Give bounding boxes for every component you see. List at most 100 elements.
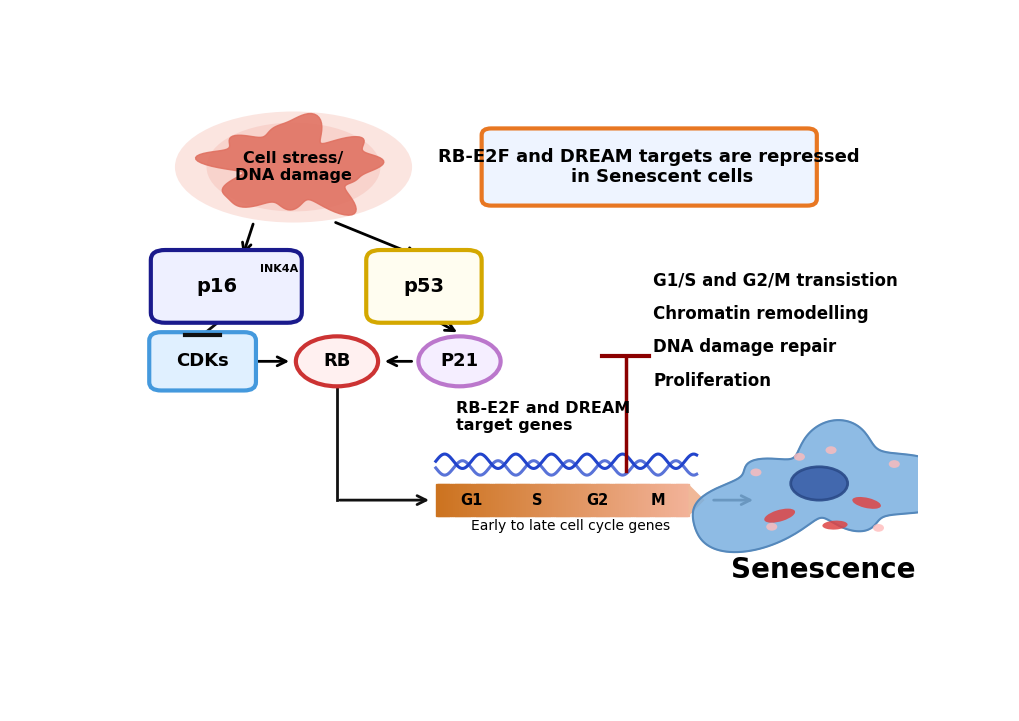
Bar (652, 484, 655, 516)
Bar (619, 484, 622, 516)
Bar (557, 484, 560, 516)
Bar (520, 484, 523, 516)
Bar (621, 484, 624, 516)
Bar (441, 484, 444, 516)
Bar (623, 484, 626, 516)
Bar (627, 484, 630, 516)
Bar (591, 484, 594, 516)
Ellipse shape (418, 336, 500, 386)
Bar (498, 484, 501, 516)
Bar (646, 484, 648, 516)
Bar (648, 484, 651, 516)
Text: G2: G2 (586, 492, 608, 508)
Bar (494, 484, 497, 516)
Bar (512, 484, 514, 516)
Bar (526, 484, 529, 516)
Bar (490, 484, 493, 516)
Bar (504, 484, 507, 516)
Bar (595, 484, 598, 516)
Bar (545, 484, 547, 516)
Bar (635, 484, 638, 516)
Circle shape (793, 453, 804, 461)
Bar (574, 484, 577, 516)
Bar (585, 484, 588, 516)
Bar (532, 484, 535, 516)
Bar (444, 484, 446, 516)
Bar (559, 484, 562, 516)
FancyBboxPatch shape (149, 332, 256, 391)
Bar (572, 484, 575, 516)
Bar (469, 484, 472, 516)
Ellipse shape (175, 112, 412, 223)
Bar (488, 484, 491, 516)
Circle shape (872, 524, 883, 532)
Bar (668, 484, 672, 516)
Bar (478, 484, 480, 516)
Text: S: S (531, 492, 541, 508)
Bar (577, 484, 579, 516)
FancyBboxPatch shape (481, 128, 816, 205)
Bar (486, 484, 489, 516)
Bar (631, 484, 634, 516)
Bar (518, 484, 521, 516)
Bar (568, 484, 571, 516)
Text: p16: p16 (196, 277, 237, 296)
Bar (452, 484, 455, 516)
Text: Cell stress/
DNA damage: Cell stress/ DNA damage (234, 151, 352, 183)
Bar (599, 484, 602, 516)
Bar (601, 484, 604, 516)
Text: Chromatin remodelling: Chromatin remodelling (652, 305, 868, 323)
Bar (492, 484, 495, 516)
Bar (614, 484, 618, 516)
Text: RB-E2F and DREAM
target genes: RB-E2F and DREAM target genes (455, 401, 629, 433)
Bar (500, 484, 503, 516)
Bar (680, 484, 683, 516)
Bar (450, 484, 453, 516)
Bar (608, 484, 610, 516)
Bar (581, 484, 584, 516)
Bar (612, 484, 614, 516)
Bar (506, 484, 510, 516)
Bar (587, 484, 590, 516)
Bar (454, 484, 458, 516)
Bar (678, 484, 680, 516)
Bar (566, 484, 569, 516)
Ellipse shape (852, 497, 880, 509)
Bar (603, 484, 606, 516)
Bar (536, 484, 539, 516)
Bar (633, 484, 636, 516)
Bar (502, 484, 505, 516)
Bar (616, 484, 620, 516)
Circle shape (765, 523, 776, 531)
Bar (553, 484, 556, 516)
Bar (534, 484, 537, 516)
Circle shape (750, 469, 761, 477)
Bar (467, 484, 470, 516)
Bar (654, 484, 657, 516)
Bar (656, 484, 659, 516)
Bar (642, 484, 644, 516)
Bar (446, 484, 448, 516)
Bar (671, 484, 674, 516)
Bar (684, 484, 687, 516)
Bar (551, 484, 554, 516)
Bar (673, 484, 676, 516)
Bar (650, 484, 653, 516)
Text: G1/S and G2/M transistion: G1/S and G2/M transistion (652, 272, 897, 290)
Bar (629, 484, 632, 516)
Bar (471, 484, 474, 516)
Bar (496, 484, 499, 516)
Ellipse shape (206, 123, 380, 211)
Bar (538, 484, 541, 516)
Bar (660, 484, 663, 516)
Bar (666, 484, 669, 516)
Bar (676, 484, 678, 516)
Bar (547, 484, 549, 516)
FancyBboxPatch shape (151, 250, 302, 323)
Polygon shape (196, 113, 383, 216)
Bar (658, 484, 661, 516)
Ellipse shape (763, 508, 794, 523)
Bar (555, 484, 558, 516)
Text: RB-E2F and DREAM targets are repressed
    in Senescent cells: RB-E2F and DREAM targets are repressed i… (438, 148, 859, 187)
Text: Early to late cell cycle genes: Early to late cell cycle genes (470, 519, 669, 534)
